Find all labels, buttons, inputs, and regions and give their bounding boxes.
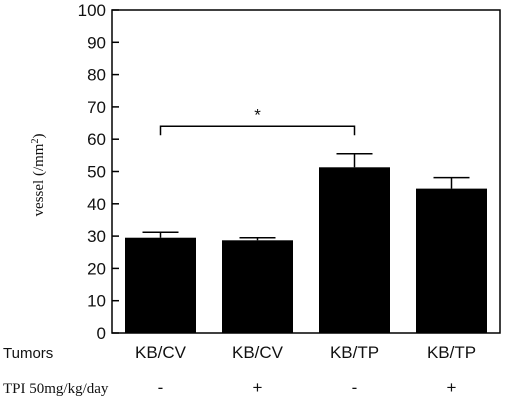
bar (125, 237, 196, 333)
y-tick-label: 40 (87, 195, 106, 214)
category-rows: Tumors KB/CV KB/CV KB/TP KB/TP TPI 50mg/kg/da… (3, 343, 476, 397)
bracket-line (159, 125, 356, 136)
y-tick-label: 90 (87, 33, 106, 52)
y-tick-label: 30 (87, 227, 106, 246)
y-tick-label: 70 (87, 98, 106, 117)
y-tick-label: 100 (78, 1, 106, 20)
bar (416, 188, 487, 333)
y-axis: 0 10 20 30 40 50 60 70 80 90 100 (78, 1, 501, 343)
category-label: + (447, 378, 457, 397)
bar (222, 240, 293, 333)
bars (125, 167, 487, 333)
category-label: - (352, 378, 358, 397)
y-axis-label: vessel (/mm2) (30, 134, 48, 217)
significance-bracket: * (159, 105, 356, 136)
y-tick-label: 10 (87, 292, 106, 311)
category-label: KB/CV (135, 343, 187, 362)
category-label: + (253, 378, 263, 397)
y-tick-label: 0 (97, 324, 106, 343)
y-tick-label: 60 (87, 130, 106, 149)
category-label: KB/TP (427, 343, 476, 362)
category-label: KB/TP (330, 343, 379, 362)
category-label: - (158, 378, 164, 397)
y-tick-label: 80 (87, 66, 106, 85)
row-label: TPI 50mg/kg/day (3, 381, 109, 397)
significance-star: * (254, 105, 261, 124)
y-tick-label: 20 (87, 259, 106, 278)
bar (319, 167, 390, 333)
row-label: Tumors (3, 345, 53, 362)
category-label: KB/CV (232, 343, 284, 362)
error-bars (142, 152, 470, 241)
y-tick-label: 50 (87, 163, 106, 182)
